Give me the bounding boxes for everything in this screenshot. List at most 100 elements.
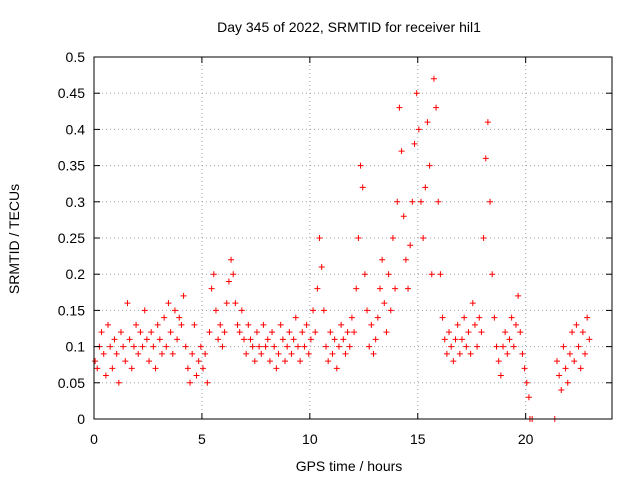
- data-point: [351, 329, 358, 336]
- data-point: [102, 372, 109, 379]
- data-point: [174, 336, 181, 343]
- data-point: [506, 336, 513, 343]
- data-point: [558, 387, 565, 394]
- data-point: [366, 343, 373, 350]
- data-point: [180, 292, 187, 299]
- y-tick-label: 0.5: [66, 49, 86, 65]
- data-point: [152, 365, 159, 372]
- data-point: [169, 350, 176, 357]
- data-point: [338, 321, 345, 328]
- data-point: [381, 300, 388, 307]
- data-point: [234, 321, 241, 328]
- data-point: [271, 343, 278, 350]
- data-point: [584, 314, 591, 321]
- data-point: [208, 285, 215, 292]
- data-point: [361, 271, 368, 278]
- data-point: [573, 321, 580, 328]
- x-tick-label: 0: [90, 431, 98, 447]
- data-point: [383, 329, 390, 336]
- data-point: [314, 285, 321, 292]
- data-point: [480, 235, 487, 241]
- data-point: [474, 343, 481, 350]
- data-point: [230, 271, 237, 278]
- data-point: [420, 235, 427, 241]
- data-point: [521, 365, 528, 372]
- data-point: [523, 379, 530, 386]
- data-point: [228, 256, 235, 263]
- data-point: [277, 321, 284, 328]
- data-point: [575, 343, 582, 350]
- data-point: [368, 321, 375, 328]
- data-point: [437, 271, 444, 278]
- data-point: [357, 162, 364, 169]
- data-point: [433, 104, 440, 111]
- data-point: [171, 307, 178, 314]
- data-point: [495, 358, 502, 365]
- data-point: [491, 314, 498, 321]
- data-point: [348, 314, 355, 321]
- data-point: [137, 329, 144, 336]
- data-point: [273, 365, 280, 372]
- data-point: [128, 365, 135, 372]
- data-point: [107, 343, 114, 350]
- data-point: [249, 343, 256, 350]
- data-point: [329, 350, 336, 357]
- data-point: [223, 300, 230, 307]
- data-point: [165, 300, 172, 307]
- data-point: [158, 350, 165, 357]
- data-point: [456, 350, 463, 357]
- data-point: [502, 329, 509, 336]
- data-point: [476, 314, 483, 321]
- data-point: [154, 321, 161, 328]
- data-point: [569, 329, 576, 336]
- data-point: [422, 184, 429, 191]
- data-point: [353, 285, 360, 292]
- y-tick-label: 0.05: [58, 375, 85, 391]
- data-point: [415, 126, 422, 133]
- data-point: [467, 350, 474, 357]
- data-point: [316, 235, 323, 241]
- data-point: [184, 365, 191, 372]
- data-point: [493, 343, 500, 350]
- data-point: [204, 379, 211, 386]
- data-point: [135, 350, 142, 357]
- data-point: [256, 343, 263, 350]
- axes: 0 0.05 0.1 0.15 0.2 0.25 0.3 0.35 0.4 0.45 0.5 0 5 10…: [58, 49, 612, 447]
- data-point: [100, 350, 107, 357]
- x-axis-label: GPS time / hours: [296, 458, 403, 474]
- data-point: [465, 329, 472, 336]
- data-point: [115, 379, 122, 386]
- data-point: [282, 358, 289, 365]
- x-tick-label: 20: [518, 431, 534, 447]
- y-tick-label: 0.2: [66, 266, 86, 282]
- data-point: [243, 350, 250, 357]
- y-tick-label: 0.15: [58, 302, 85, 318]
- data-point: [238, 307, 245, 314]
- data-point: [303, 321, 310, 328]
- data-point: [120, 343, 127, 350]
- data-point: [372, 336, 379, 343]
- data-point: [461, 314, 468, 321]
- data-point: [413, 90, 420, 97]
- y-axis-label: SRMTID / TECUs: [6, 184, 22, 294]
- y-tick-label: 0: [77, 411, 85, 427]
- data-point: [212, 307, 219, 314]
- data-point: [426, 162, 433, 169]
- data-point: [275, 350, 282, 357]
- data-point: [161, 314, 168, 321]
- data-point: [379, 256, 386, 263]
- data-point: [318, 263, 325, 270]
- data-point: [452, 336, 459, 343]
- data-point: [562, 365, 569, 372]
- data-point: [191, 321, 198, 328]
- gridlines: [94, 57, 612, 419]
- data-point: [582, 350, 589, 357]
- data-point: [489, 271, 496, 278]
- data-point: [193, 372, 200, 379]
- data-point: [400, 213, 407, 220]
- data-point: [189, 350, 196, 357]
- x-tick-label: 10: [302, 431, 318, 447]
- data-point: [448, 343, 455, 350]
- data-point: [435, 198, 442, 205]
